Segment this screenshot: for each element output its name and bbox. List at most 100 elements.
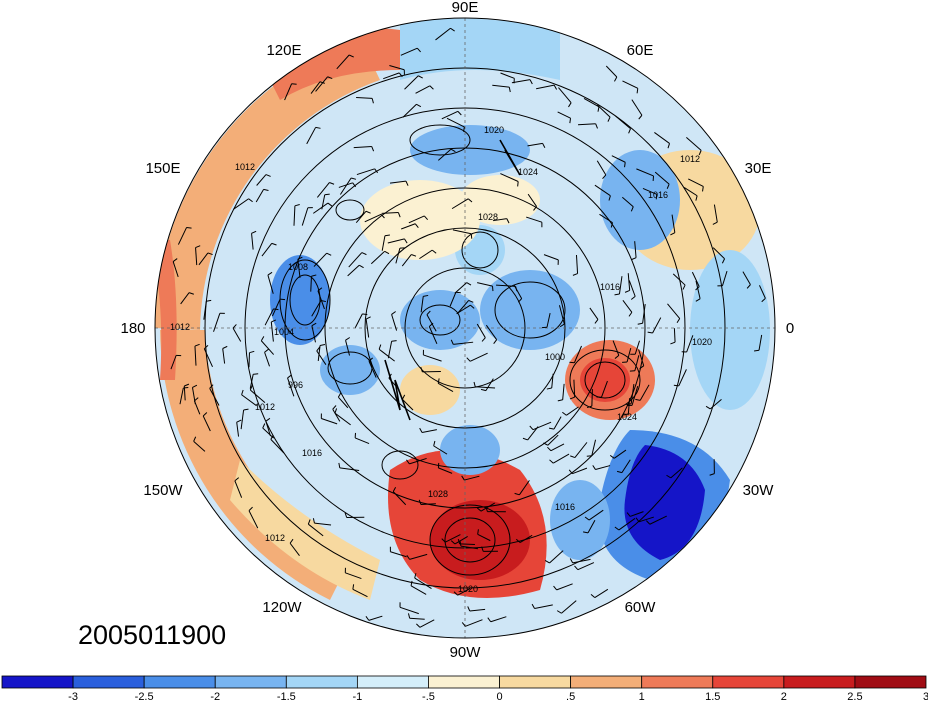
wind-barb-flag: [592, 465, 596, 470]
wind-barb-flag: [307, 519, 311, 525]
wind-barb: [453, 341, 474, 345]
lon-label-120w: 120W: [262, 599, 302, 616]
wind-barb: [721, 270, 728, 286]
wind-barb: [477, 533, 491, 542]
wind-barb: [618, 518, 636, 531]
wind-barb-flag: [466, 282, 472, 286]
wind-barb-flag: [609, 454, 615, 459]
wind-barb-flag: [467, 198, 473, 203]
lon-label-60w: 60W: [625, 599, 657, 616]
wind-barb: [264, 308, 274, 326]
wind-barb: [262, 427, 274, 439]
wind-barb-flag: [647, 331, 653, 334]
wind-barb: [456, 304, 471, 315]
wind-barb: [449, 292, 457, 307]
wind-barb-flag: [414, 223, 419, 228]
wind-barb-flag: [584, 516, 590, 521]
colorbar-tick-label: 1.5: [705, 691, 720, 702]
colorbar-tick-label: .5: [566, 691, 575, 702]
wind-barb: [365, 318, 370, 338]
wind-barb-flag: [194, 397, 199, 402]
wind-barb: [589, 307, 599, 320]
wind-barbs: [170, 27, 766, 628]
wind-barb-flag: [332, 405, 337, 410]
colorbar-tick-label: -2.5: [135, 691, 154, 702]
wind-barb-flag: [666, 474, 672, 479]
wind-barb: [673, 328, 676, 343]
wind-barb-flag: [410, 580, 413, 586]
wind-barb: [451, 198, 469, 210]
wind-barb: [401, 254, 412, 267]
wind-barb-flag: [666, 183, 670, 189]
contour-label: 1028: [478, 212, 498, 222]
wind-barb: [566, 406, 579, 416]
wind-barb: [615, 115, 631, 130]
wind-barb: [389, 180, 407, 184]
contour-label: 1024: [617, 412, 637, 422]
wind-barb-flag: [556, 610, 562, 614]
wind-barb-flag: [670, 232, 676, 236]
wind-barb: [355, 210, 367, 224]
wind-barb: [591, 389, 593, 407]
wind-barb: [573, 379, 576, 398]
wind-barb: [613, 449, 627, 459]
wind-barb: [400, 223, 416, 230]
wind-barb-flag: [476, 507, 482, 512]
wind-barb-flag: [574, 565, 579, 570]
wind-barb-flag: [401, 394, 406, 400]
wind-barb: [459, 543, 475, 546]
wind-barb: [553, 416, 562, 430]
wind-barb-flag: [358, 264, 364, 269]
lon-label-30w: 30W: [743, 482, 775, 499]
wind-barb: [170, 355, 177, 370]
wind-barb: [712, 247, 725, 260]
wind-barb-flag: [391, 340, 397, 342]
wind-barb: [588, 509, 604, 521]
colorbar-segment: [641, 675, 714, 689]
wind-barb: [316, 182, 330, 198]
wind-barb-flag: [473, 381, 476, 387]
wind-barb-flag: [746, 284, 751, 289]
wind-barb: [534, 604, 553, 610]
wind-barb: [395, 247, 401, 264]
wind-barb: [654, 171, 670, 185]
wind-barb-flag: [515, 286, 518, 292]
wind-barb: [177, 227, 188, 245]
wind-barb-flag: [374, 168, 379, 174]
wind-barb: [578, 123, 596, 126]
wind-barb-flag: [251, 230, 257, 234]
wind-barb: [297, 259, 301, 278]
wind-barb-flag: [209, 384, 214, 389]
wind-barb: [549, 550, 564, 564]
wind-barb-flag: [607, 116, 611, 122]
wind-barb: [270, 439, 285, 454]
wind-barb-flag: [570, 455, 576, 459]
wind-barb: [437, 382, 454, 393]
wind-barb-flag: [628, 311, 633, 317]
wind-barb-flag: [264, 348, 269, 353]
wind-barb-flag: [337, 392, 342, 398]
wind-barb: [759, 285, 766, 299]
colorbar-segment: [214, 675, 287, 689]
wind-barb-flag: [371, 98, 374, 104]
wind-barb: [387, 341, 393, 359]
wind-barb-flag: [623, 413, 629, 416]
wind-barb: [409, 457, 427, 465]
colorbar-segment: [285, 675, 358, 689]
wind-barb: [572, 467, 588, 475]
wind-barb-flag: [265, 174, 271, 177]
wind-barb: [313, 252, 328, 267]
wind-barb-flag: [384, 234, 390, 237]
wind-barb-flag: [721, 258, 726, 264]
colorbar-tick-label: -.5: [422, 691, 435, 702]
map-disk: [155, 18, 775, 638]
wind-barb: [710, 398, 722, 410]
wind-barb: [445, 534, 461, 543]
contour-label: 1012: [680, 154, 700, 164]
wind-barb: [409, 553, 428, 560]
wind-barb-flag: [344, 512, 348, 518]
wind-barb-flag: [667, 143, 671, 149]
wind-barb: [426, 314, 437, 332]
contour-label: 1012: [265, 533, 285, 543]
wind-barb-flag: [590, 594, 596, 598]
